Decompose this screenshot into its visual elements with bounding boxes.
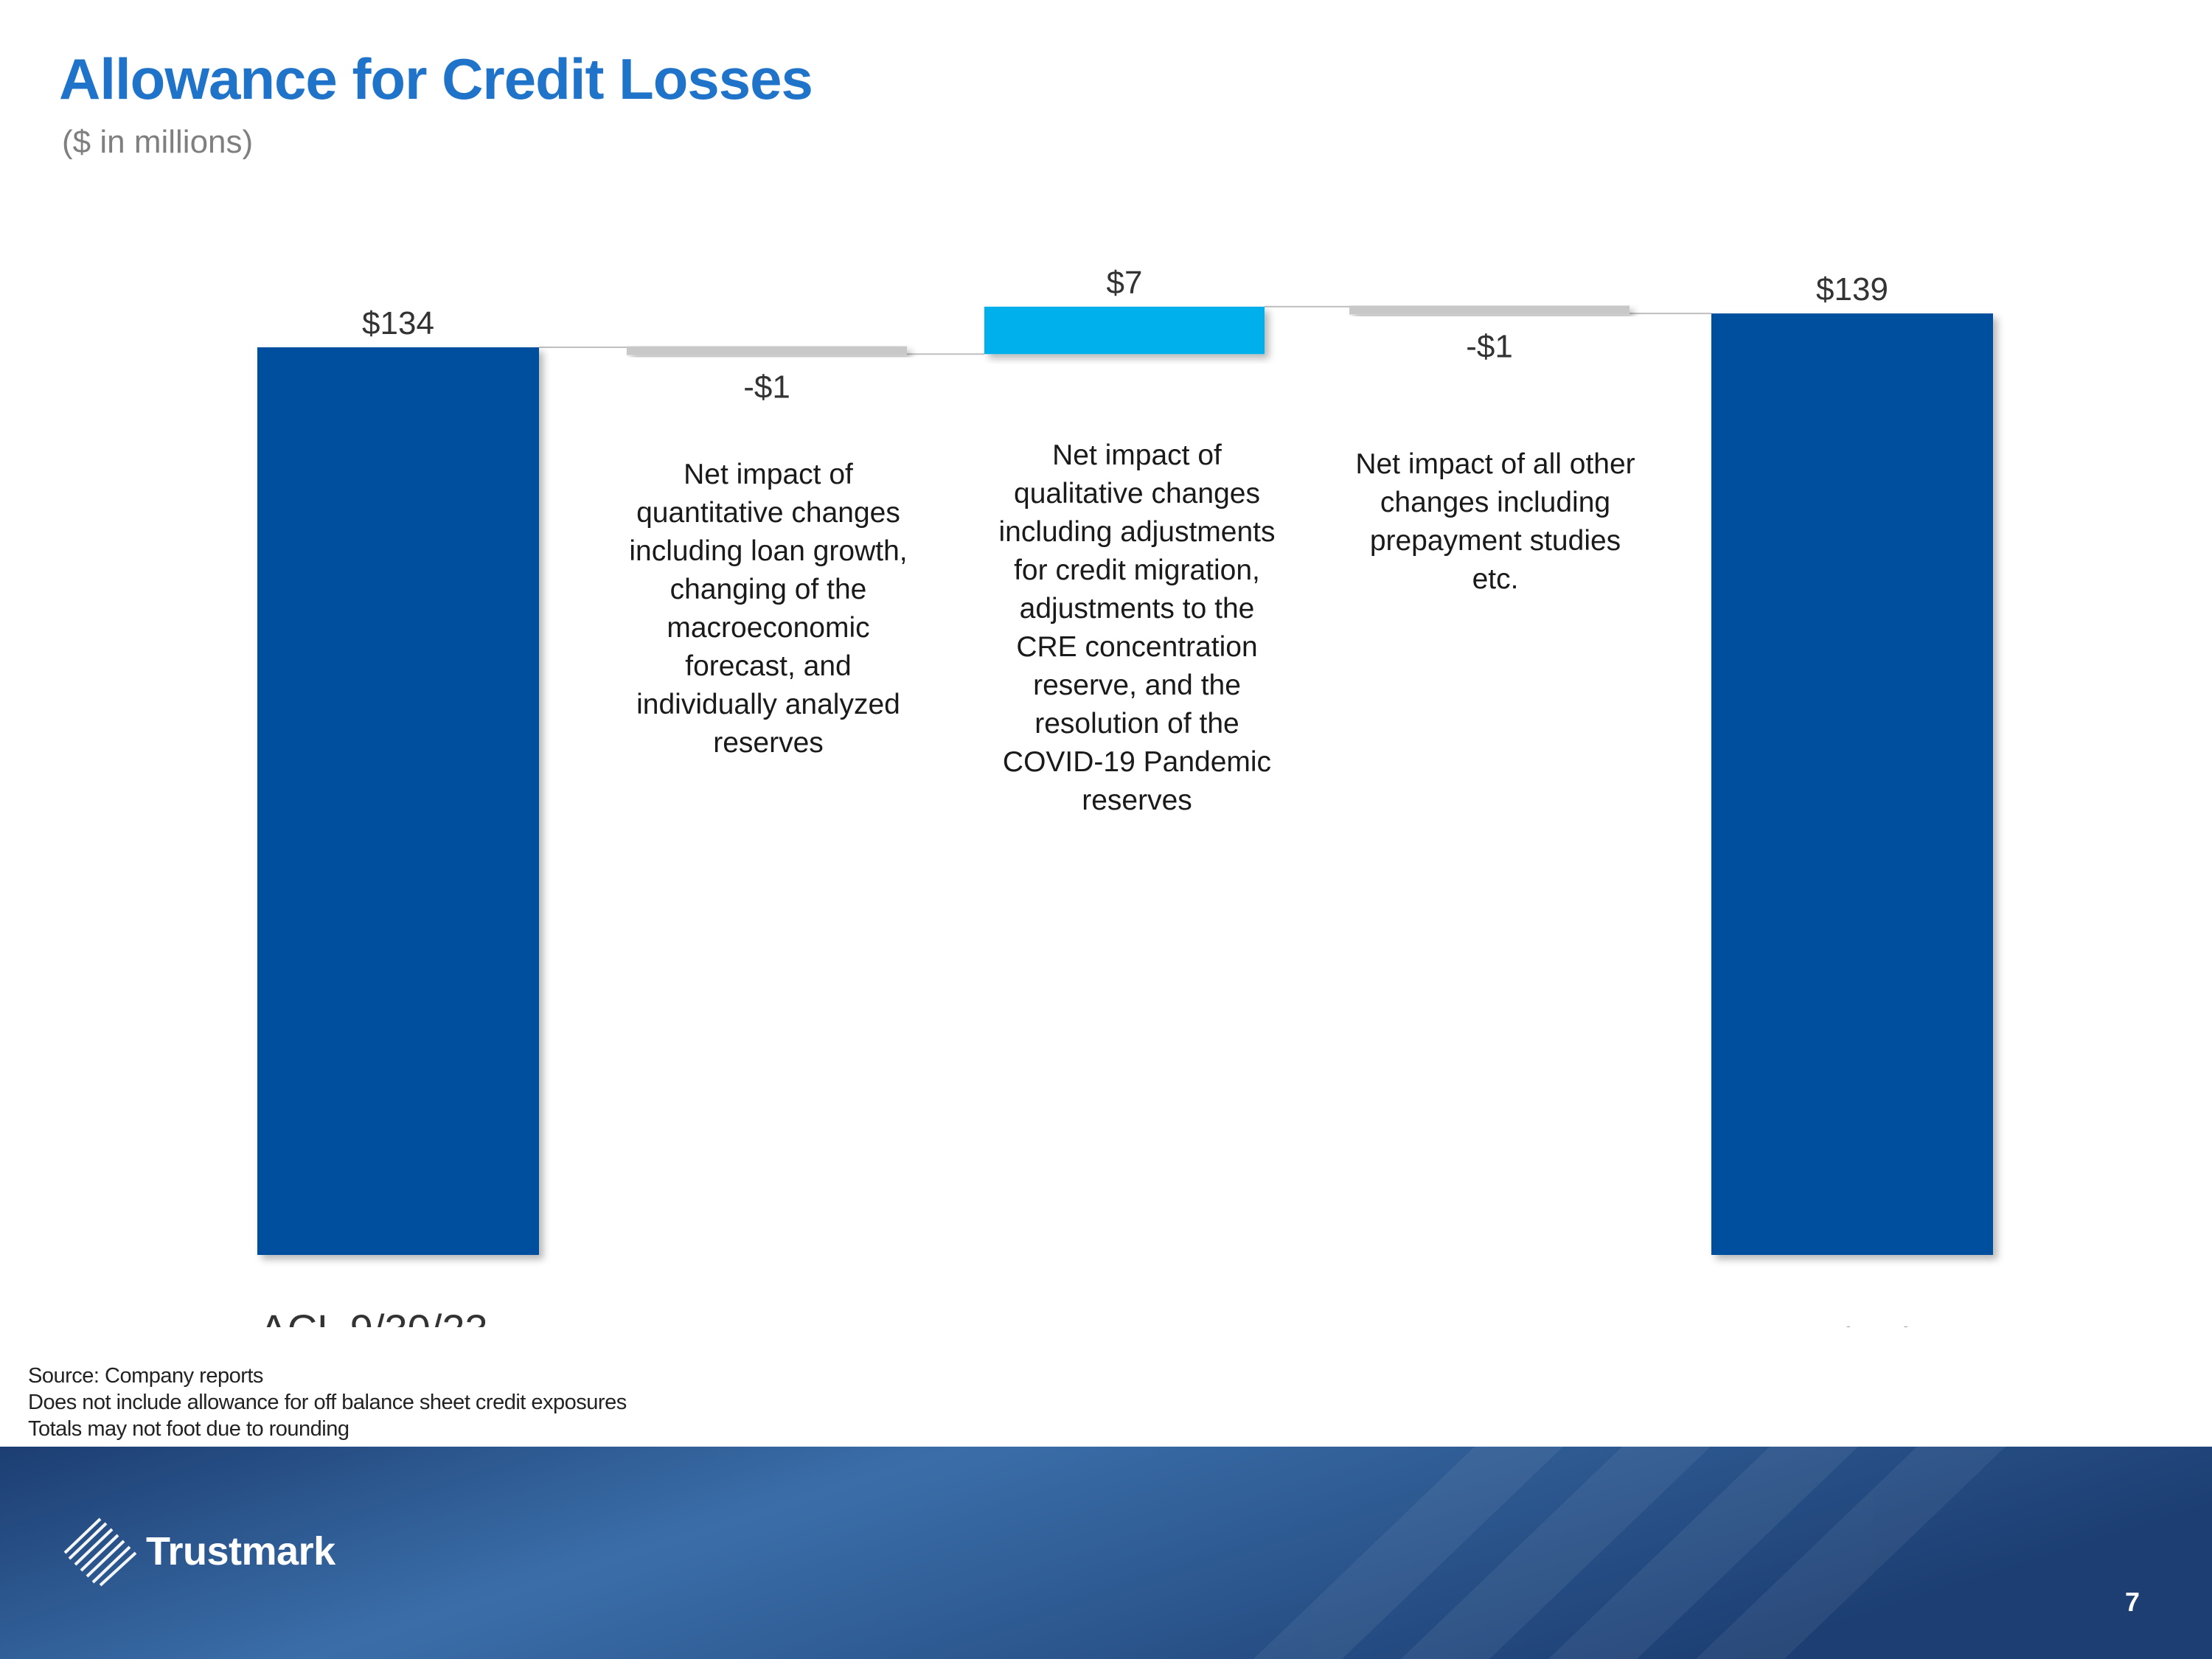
trustmark-logo-icon xyxy=(63,1517,137,1587)
logo-wordmark: Trustmark xyxy=(146,1529,335,1573)
footnote-rounding: Totals may not foot due to rounding xyxy=(28,1417,349,1441)
bar-3 xyxy=(984,306,1265,355)
footnote-source: Source: Company reports xyxy=(28,1364,263,1388)
data-label-1: $134 xyxy=(362,305,434,341)
page-title: Allowance for Credit Losses xyxy=(59,46,813,111)
category-label-5: ACL 12/31/23 xyxy=(1703,1319,1953,1327)
trustmark-logo: Trustmark xyxy=(59,1514,335,1588)
annotation-qualitative: Net impact of qualitative changes includ… xyxy=(998,439,1276,816)
annotation-quantitative: Net impact of quantitative changes inclu… xyxy=(629,459,908,759)
waterfall-chart: $134 -$1 $7 -$1 $139 ACL 9/30/23 ACL 12/31/23 xyxy=(257,265,1993,1327)
page-subtitle: ($ in millions) xyxy=(62,124,254,160)
bar-5 xyxy=(1711,313,1993,1256)
data-label-2: -$1 xyxy=(743,369,790,406)
data-label-5: $139 xyxy=(1816,271,1888,307)
page-number: 7 xyxy=(2124,1587,2140,1617)
bar-4 xyxy=(1349,305,1630,315)
annotation-other-changes: Net impact of all other changes includin… xyxy=(1355,448,1635,595)
data-label-4: -$1 xyxy=(1466,329,1513,365)
category-label-1: ACL 9/30/23 xyxy=(260,1306,487,1327)
footnote-off-balance: Does not include allowance for off balan… xyxy=(28,1391,627,1414)
footer-background xyxy=(0,1447,2212,1659)
footnotes: Source: Company reports Does not include… xyxy=(28,1363,627,1442)
data-label-3: $7 xyxy=(1107,265,1143,301)
footer-band: Trustmark 7 xyxy=(0,1447,2212,1659)
bar-1 xyxy=(257,347,539,1255)
bar-2 xyxy=(627,346,907,355)
